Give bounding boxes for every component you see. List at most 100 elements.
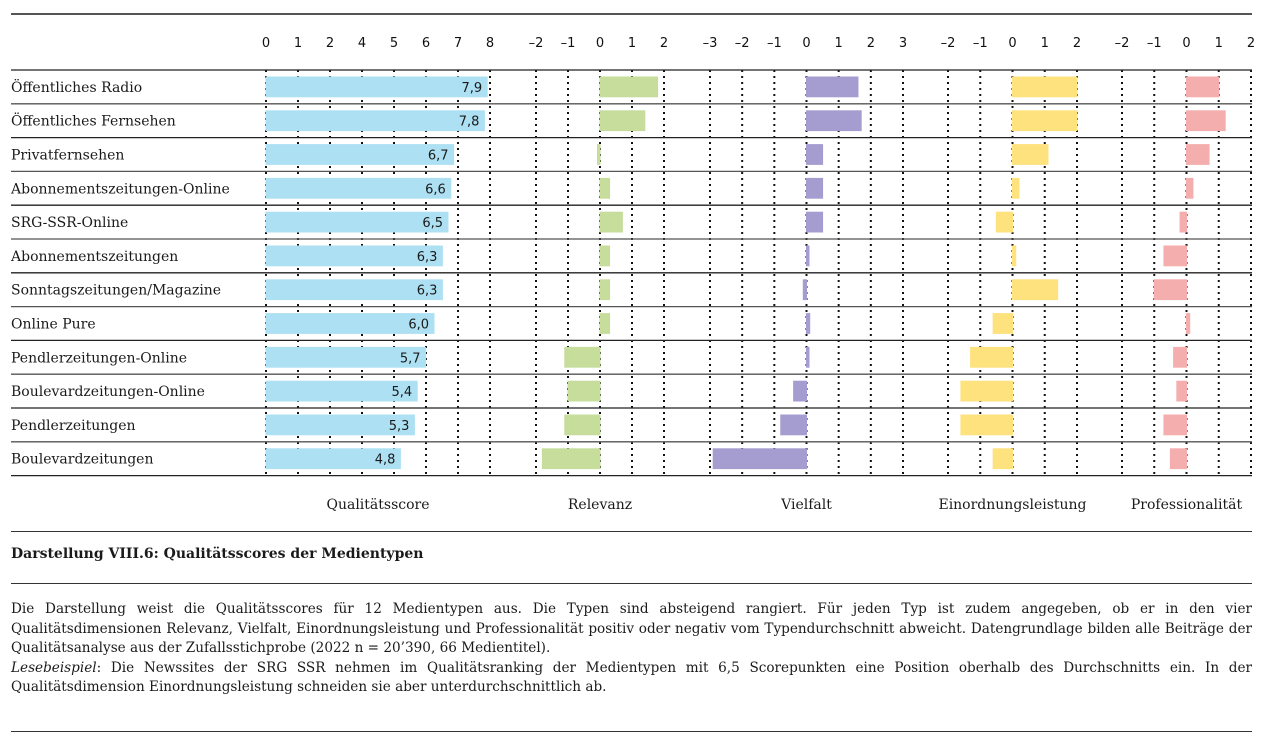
bar-professionalität (1163, 245, 1188, 267)
bar-vielfalt (806, 346, 810, 368)
bar-professionalität (1186, 313, 1191, 334)
bar-professionalität (1163, 414, 1188, 436)
tick-label: 2 (1073, 36, 1081, 51)
value-label: 5,7 (400, 351, 421, 366)
bar-professionalität (1186, 76, 1220, 98)
bar-qualitätsscore (265, 144, 455, 165)
tick-label: 0 (1182, 36, 1190, 51)
value-label: 5,4 (392, 385, 413, 400)
row-label: Boulevardzeitungen (11, 452, 153, 468)
row-label: Pendlerzeitungen (11, 418, 136, 434)
tick-label: 1 (628, 36, 636, 51)
bar-relevanz (564, 414, 601, 436)
reading-example-label: Lesebeispiel (11, 659, 97, 676)
bar-einordnungsleistung (992, 448, 1014, 470)
tick-label: 0 (596, 36, 604, 51)
tick-label: –1 (1147, 36, 1162, 51)
bar-qualitätsscore (265, 380, 418, 402)
bar-vielfalt (806, 144, 824, 165)
panel-label: Einordnungsleistung (938, 497, 1086, 513)
top-rule (11, 13, 1252, 15)
bar-einordnungsleistung (995, 211, 1013, 233)
row-label: Boulevardzeitungen-Online (11, 384, 205, 400)
bars-layer (265, 76, 1226, 470)
description-paragraph: Die Darstellung weist die Qualitätsscore… (11, 601, 1252, 656)
bar-einordnungsleistung (1012, 177, 1020, 199)
bar-qualitätsscore (265, 279, 443, 301)
row-label: Öffentliches Fernsehen (11, 112, 176, 130)
chart: Öffentliches Radio Öffentliches Fernsehen… (10, 36, 1255, 513)
bar-professionalität (1173, 346, 1187, 368)
tick-label: 4 (358, 36, 366, 51)
row-label: Online Pure (11, 317, 96, 333)
bar-qualitätsscore (265, 211, 449, 233)
bar-vielfalt (802, 279, 807, 301)
row-label: Abonnementszeitungen (10, 249, 178, 265)
figure-title: Darstellung VIII.6: Qualitätsscores der … (11, 546, 424, 562)
bar-qualitätsscore (265, 313, 435, 334)
bar-vielfalt (712, 448, 808, 470)
reading-example: Lesebeispiel: Die Newssites der SRG SSR … (11, 659, 1252, 698)
bar-qualitätsscore (265, 414, 415, 436)
tick-label: –2 (735, 36, 750, 51)
bar-vielfalt (780, 414, 807, 436)
tick-label: –3 (703, 36, 718, 51)
tick-label: 5 (390, 36, 398, 51)
bar-relevanz (599, 279, 611, 301)
bar-einordnungsleistung (1012, 245, 1017, 267)
bar-einordnungsleistung (1012, 144, 1049, 165)
bar-vielfalt (806, 245, 810, 267)
tick-label: 0 (262, 36, 270, 51)
bar-professionalität (1179, 211, 1188, 233)
tick-label: –1 (561, 36, 576, 51)
bar-einordnungsleistung (1012, 76, 1078, 98)
bar-professionalität (1186, 110, 1226, 132)
row-label: Sonntagszeitungen/Magazine (11, 283, 221, 299)
tick-label: 2 (326, 36, 334, 51)
tick-label: 1 (294, 36, 302, 51)
figure-description: Die Darstellung weist die Qualitätsscore… (11, 600, 1252, 698)
bar-qualitätsscore (265, 76, 488, 98)
bar-vielfalt (806, 211, 824, 233)
row-label: Pendlerzeitungen-Online (11, 350, 187, 366)
bar-qualitätsscore (265, 448, 401, 470)
bar-vielfalt (806, 313, 811, 334)
tick-label: 2 (867, 36, 875, 51)
tick-label: 8 (486, 36, 494, 51)
tick-label: 6 (422, 36, 430, 51)
tick-label: 1 (1215, 36, 1223, 51)
value-label: 6,3 (417, 284, 438, 299)
bar-relevanz (599, 245, 611, 267)
reading-example-text: : Die Newssites der SRG SSR nehmen im Qu… (11, 659, 1252, 696)
bar-einordnungsleistung (1012, 279, 1059, 301)
tick-label: 3 (899, 36, 907, 51)
bar-vielfalt (793, 380, 808, 402)
row-label: Privatfernsehen (11, 148, 124, 164)
tick-label: 7 (454, 36, 462, 51)
bar-professionalität (1186, 177, 1194, 199)
bar-qualitätsscore (265, 346, 427, 368)
bar-professionalität (1176, 380, 1187, 402)
value-label: 6,7 (428, 149, 449, 164)
caption-top-rule (11, 531, 1252, 532)
row-rules (11, 69, 1252, 477)
caption-mid-rule (11, 583, 1252, 584)
tick-label: 2 (660, 36, 668, 51)
bar-professionalität (1186, 144, 1210, 165)
bar-professionalität (1169, 448, 1187, 470)
tick-label: –2 (529, 36, 544, 51)
tick-label: –2 (941, 36, 956, 51)
row-label: Öffentliches Radio (11, 78, 142, 96)
tick-label: 1 (1041, 36, 1049, 51)
value-label: 6,0 (408, 318, 429, 333)
tick-label: –1 (767, 36, 782, 51)
bar-vielfalt (806, 177, 824, 199)
bar-einordnungsleistung (970, 346, 1014, 368)
bar-einordnungsleistung (960, 380, 1014, 402)
value-label: 5,3 (389, 419, 410, 434)
bar-qualitätsscore (265, 245, 443, 267)
labels-layer: Öffentliches Radio Öffentliches Fernsehen… (10, 36, 1255, 513)
bar-vielfalt (806, 76, 859, 98)
tick-label: 1 (835, 36, 843, 51)
bar-relevanz (564, 346, 601, 368)
